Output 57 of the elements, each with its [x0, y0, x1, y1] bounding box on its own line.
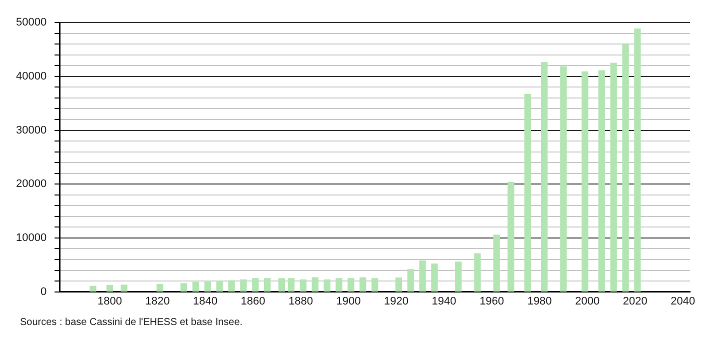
- x-tick-label: 1860: [240, 295, 266, 308]
- bar: [278, 278, 285, 292]
- bar: [524, 94, 531, 292]
- bar: [240, 279, 247, 292]
- bar: [622, 44, 629, 292]
- x-tick-label: 1900: [336, 295, 361, 308]
- x-tick-label: 1820: [145, 295, 170, 308]
- bar: [474, 253, 481, 292]
- bar: [252, 278, 259, 292]
- bar: [228, 280, 235, 292]
- x-tick-label: 1840: [193, 295, 218, 308]
- bar: [560, 66, 567, 292]
- bar: [395, 277, 402, 292]
- x-tick-label: 2000: [575, 295, 600, 308]
- x-tick-label: 2040: [670, 295, 696, 308]
- bar: [180, 283, 188, 292]
- bar: [336, 278, 342, 292]
- bar: [371, 278, 378, 292]
- x-tick-label: 1980: [527, 295, 552, 308]
- bar: [541, 62, 548, 292]
- y-tick-label: 50000: [16, 16, 47, 29]
- bar: [312, 277, 318, 292]
- bar: [407, 269, 414, 292]
- bar: [300, 279, 306, 292]
- bar: [419, 260, 426, 292]
- bar: [431, 264, 438, 292]
- bar: [348, 278, 354, 292]
- bar: [264, 278, 271, 292]
- bar: [598, 70, 605, 292]
- bar: [216, 280, 223, 292]
- bar: [455, 262, 462, 292]
- x-tick-label: 1800: [97, 295, 122, 308]
- x-tick-label: 1920: [384, 295, 409, 308]
- bar: [192, 282, 200, 292]
- y-tick-label: 0: [40, 286, 47, 298]
- bar: [634, 28, 641, 292]
- x-tick-label: 1960: [480, 295, 504, 308]
- bar: [288, 278, 295, 292]
- x-tick-label: 2020: [622, 295, 648, 308]
- y-tick-label: 30000: [16, 124, 47, 136]
- bar: [508, 182, 514, 292]
- y-tick-label: 40000: [16, 70, 47, 82]
- bar: [204, 282, 211, 292]
- bar: [120, 284, 128, 292]
- bar: [610, 62, 617, 292]
- x-tick-label: 1940: [432, 295, 456, 308]
- source-note: Sources : base Cassini de l'EHESS et base Insee.: [20, 317, 244, 328]
- bar: [360, 277, 366, 292]
- bar: [90, 286, 96, 292]
- y-tick-label: 20000: [16, 178, 47, 190]
- bar: [493, 234, 500, 292]
- bar: [582, 71, 588, 292]
- bar: [324, 279, 330, 292]
- x-tick-label: 1880: [288, 295, 314, 308]
- bar: [156, 284, 164, 292]
- y-tick-label: 10000: [16, 232, 47, 244]
- bar: [106, 284, 114, 292]
